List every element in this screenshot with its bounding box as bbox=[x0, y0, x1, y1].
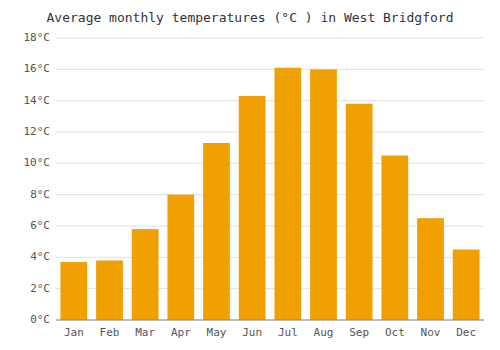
bar bbox=[132, 229, 159, 320]
y-tick-label: 10°C bbox=[24, 156, 51, 169]
bar bbox=[346, 104, 373, 320]
grid-line bbox=[56, 100, 484, 101]
x-tick-label: May bbox=[207, 326, 227, 339]
grid-line bbox=[56, 163, 484, 164]
y-tick-label: 8°C bbox=[30, 188, 50, 201]
y-tick-label: 0°C bbox=[30, 313, 50, 326]
y-tick-label: 16°C bbox=[24, 62, 51, 75]
y-tick-label: 4°C bbox=[30, 250, 50, 263]
bar bbox=[96, 260, 123, 320]
x-tick-label: Nov bbox=[421, 326, 441, 339]
bar bbox=[310, 69, 337, 320]
bar bbox=[239, 96, 266, 320]
y-tick-label: 6°C bbox=[30, 219, 50, 232]
x-axis: Jan Feb Mar Apr May Jun Jul Aug Sep Oct Nov Dec bbox=[64, 326, 476, 339]
grid-line bbox=[56, 320, 484, 321]
x-tick-label: Dec bbox=[456, 326, 476, 339]
bar bbox=[274, 68, 301, 320]
x-tick-label: Mar bbox=[135, 326, 155, 339]
y-tick-label: 2°C bbox=[30, 282, 50, 295]
y-tick-label: 14°C bbox=[24, 94, 51, 107]
bar bbox=[60, 262, 87, 320]
chart-container: Average monthly temperatures (°C ) in We… bbox=[0, 0, 500, 350]
x-tick-label: Apr bbox=[171, 326, 191, 339]
bar bbox=[203, 143, 230, 320]
x-tick-label: Jul bbox=[278, 326, 298, 339]
grid-line bbox=[56, 38, 484, 39]
x-tick-label: Jan bbox=[64, 326, 84, 339]
bars bbox=[60, 68, 479, 320]
x-tick-label: Aug bbox=[314, 326, 334, 339]
x-tick-label: Jun bbox=[242, 326, 262, 339]
x-tick-label: Sep bbox=[349, 326, 369, 339]
y-tick-label: 12°C bbox=[24, 125, 51, 138]
title: Average monthly temperatures (°C ) in We… bbox=[47, 10, 454, 25]
y-axis: 0°C 2°C 4°C 6°C 8°C 10°C 12°C 14°C 16°C 18°C bbox=[24, 31, 485, 326]
y-tick-label: 18°C bbox=[24, 31, 51, 44]
x-tick-label: Oct bbox=[385, 326, 405, 339]
bar bbox=[453, 250, 480, 321]
bar bbox=[381, 156, 408, 321]
grid-line bbox=[56, 194, 484, 195]
x-axis-line bbox=[56, 320, 484, 321]
x-tick-label: Feb bbox=[100, 326, 120, 339]
chart: Average monthly temperatures (°C ) in We… bbox=[0, 0, 500, 350]
grid-line bbox=[56, 132, 484, 133]
grid-line bbox=[56, 69, 484, 70]
bar bbox=[417, 218, 444, 320]
bar bbox=[167, 195, 194, 320]
